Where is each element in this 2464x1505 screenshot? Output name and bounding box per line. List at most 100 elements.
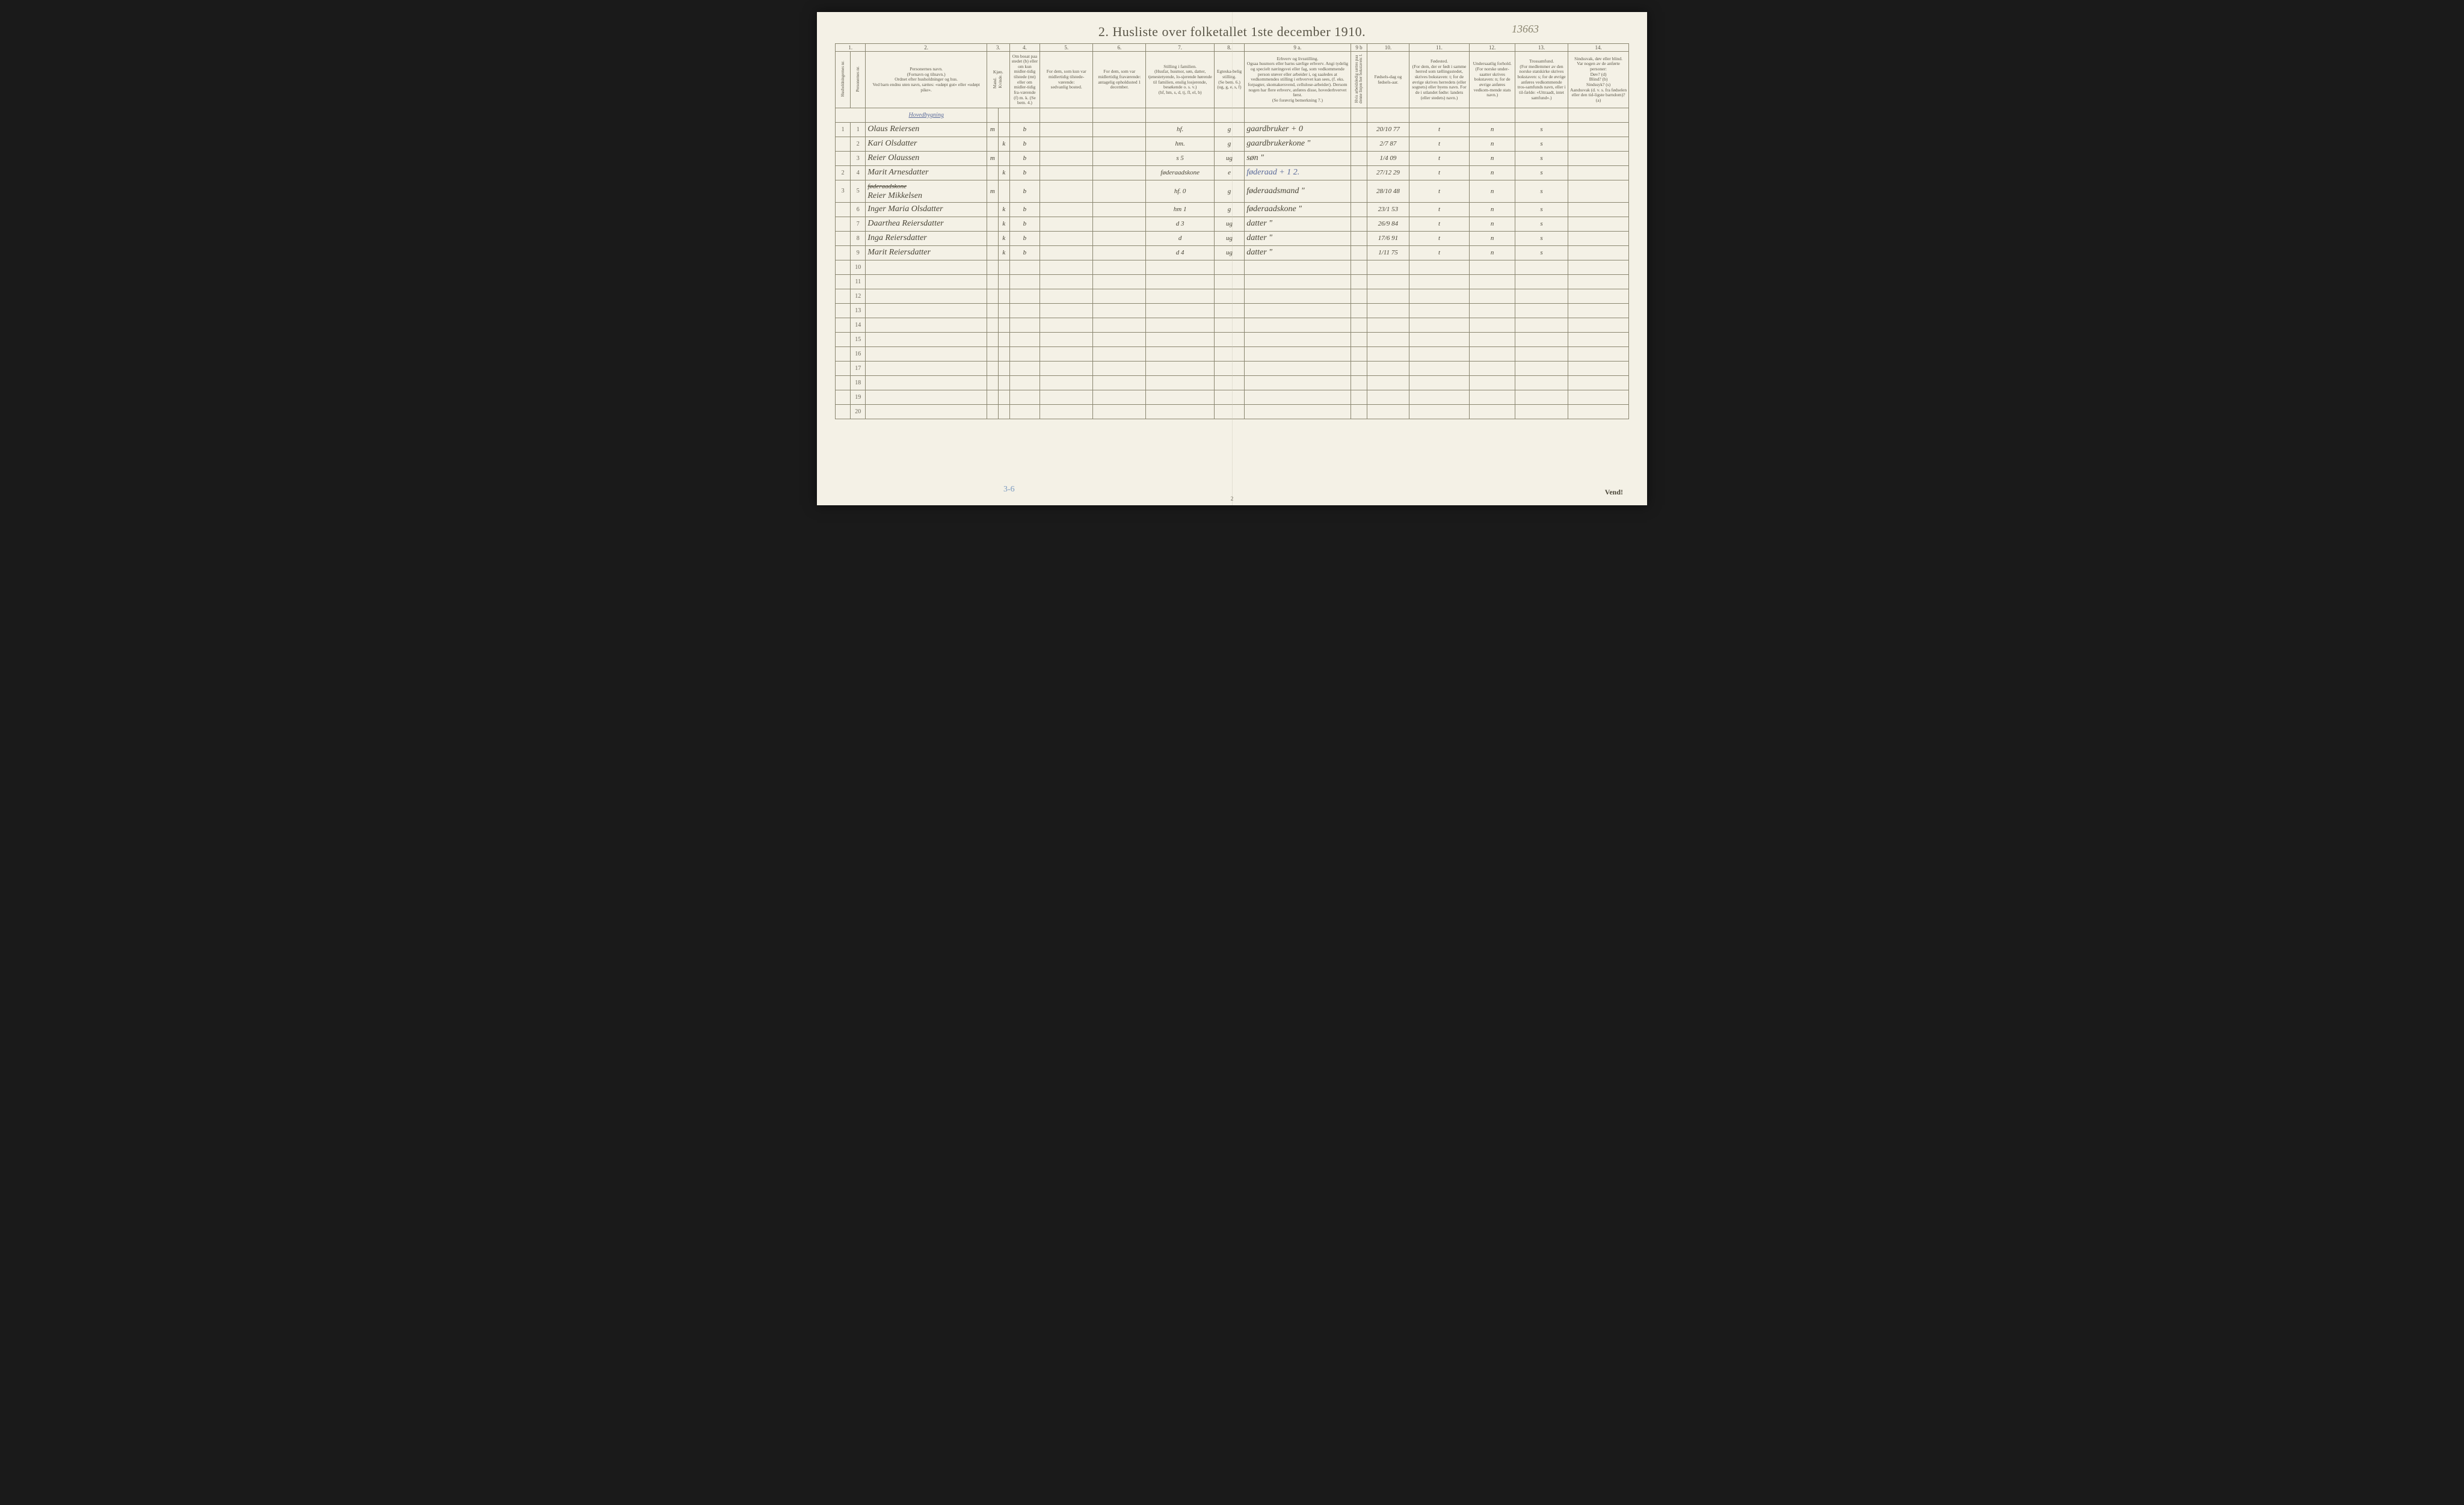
cell-c14: [1568, 151, 1629, 165]
table-row: 6Inger Maria Olsdatterkbhm 1gføderaadsko…: [836, 202, 1629, 217]
cell-c9b: [1351, 231, 1367, 245]
col-header: Trossamfund.(For medlemmer av den norske…: [1515, 52, 1568, 108]
cell-egt: g: [1214, 202, 1244, 217]
cell-under: n: [1470, 217, 1515, 231]
cell-name: Olaus Reiersen: [866, 122, 987, 137]
table-row-empty: 16: [836, 346, 1629, 361]
cell-hnr: [836, 245, 851, 260]
cell-under: n: [1470, 137, 1515, 151]
col-header: Undersaatlig forhold.(For norske under-s…: [1470, 52, 1515, 108]
table-row-empty: 13: [836, 303, 1629, 318]
col-number: 14.: [1568, 44, 1629, 52]
cell-hnr: 2: [836, 165, 851, 180]
cell-pnr: 3: [851, 151, 866, 165]
cell-stilling: d 3: [1146, 217, 1214, 231]
cell-erhverv: føderaadsmand ": [1245, 180, 1351, 202]
cell-c5: [1040, 122, 1093, 137]
cell-sex_k: k: [998, 231, 1009, 245]
cell-name: Inger Maria Olsdatter: [866, 202, 987, 217]
cell-egt: g: [1214, 180, 1244, 202]
cell-fodsel: 28/10 48: [1367, 180, 1409, 202]
cell-sex_k: [998, 180, 1009, 202]
cell-fodested: t: [1409, 217, 1470, 231]
row-number: 12: [851, 289, 866, 303]
cell-sex_m: [987, 231, 998, 245]
cell-sex_k: k: [998, 165, 1009, 180]
cell-c9b: [1351, 217, 1367, 231]
table-row-empty: 14: [836, 318, 1629, 332]
cell-bosat: b: [1009, 180, 1040, 202]
table-row: 3Reier Olaussenmbs 5ugsøn "1/4 09tns: [836, 151, 1629, 165]
cell-c9b: [1351, 165, 1367, 180]
cell-name: føderaadskoneReier Mikkelsen: [866, 180, 987, 202]
cell-egt: ug: [1214, 245, 1244, 260]
col-number: 7.: [1146, 44, 1214, 52]
cell-tros: s: [1515, 202, 1568, 217]
cell-erhverv: datter ": [1245, 217, 1351, 231]
cell-hnr: 1: [836, 122, 851, 137]
cell-stilling: hf. 0: [1146, 180, 1214, 202]
table-row: 8Inga Reiersdatterkbdugdatter "17/6 91tn…: [836, 231, 1629, 245]
cell-c5: [1040, 245, 1093, 260]
col-number: 13.: [1515, 44, 1568, 52]
vend-note: Vend!: [1605, 488, 1623, 497]
cell-c6: [1093, 180, 1146, 202]
cell-under: n: [1470, 122, 1515, 137]
table-row: 9Marit Reiersdatterkbd 4ugdatter "1/11 7…: [836, 245, 1629, 260]
cell-c14: [1568, 202, 1629, 217]
cell-c9b: [1351, 245, 1367, 260]
cell-erhverv: datter ": [1245, 245, 1351, 260]
table-row: 11Olaus Reiersenmbhf.ggaardbruker + 020/…: [836, 122, 1629, 137]
cell-under: n: [1470, 202, 1515, 217]
cell-fodested: t: [1409, 231, 1470, 245]
census-page: 13663 2. Husliste over folketallet 1ste …: [817, 12, 1647, 505]
cell-fodested: t: [1409, 245, 1470, 260]
col-number: 9 a.: [1245, 44, 1351, 52]
cell-erhverv: søn ": [1245, 151, 1351, 165]
cell-bosat: b: [1009, 202, 1040, 217]
col-header: Husholdningernes nr.: [836, 52, 851, 108]
col-header: Fødested.(For dem, der er født i samme h…: [1409, 52, 1470, 108]
pencil-id: 13663: [1512, 23, 1539, 35]
cell-sex_m: [987, 217, 998, 231]
table-body: Hovedbygning11Olaus Reiersenmbhf.ggaardb…: [836, 108, 1629, 419]
cell-sex_m: [987, 245, 998, 260]
cell-c14: [1568, 122, 1629, 137]
cell-pnr: 1: [851, 122, 866, 137]
cell-c14: [1568, 217, 1629, 231]
cell-hnr: [836, 217, 851, 231]
cell-sex_k: k: [998, 137, 1009, 151]
cell-tros: s: [1515, 180, 1568, 202]
cell-pnr: 8: [851, 231, 866, 245]
table-row: 35føderaadskoneReier Mikkelsenmbhf. 0gfø…: [836, 180, 1629, 202]
table-row: 2Kari Olsdatterkbhm.ggaardbrukerkone "2/…: [836, 137, 1629, 151]
cell-fodsel: 1/11 75: [1367, 245, 1409, 260]
cell-c6: [1093, 122, 1146, 137]
row-number: 15: [851, 332, 866, 346]
cell-egt: g: [1214, 122, 1244, 137]
table-row-empty: 17: [836, 361, 1629, 375]
col-header: For dem, som kun var midlertidig tilsted…: [1040, 52, 1093, 108]
cell-pnr: 9: [851, 245, 866, 260]
row-number: 13: [851, 303, 866, 318]
col-header: Om bosat paa stedet (b) eller om kun mid…: [1009, 52, 1040, 108]
page-title: 2. Husliste over folketallet 1ste decemb…: [835, 24, 1629, 40]
cell-c9b: [1351, 137, 1367, 151]
column-number-row: 1.2.3.4.5.6.7.8.9 a.9 b10.11.12.13.14.: [836, 44, 1629, 52]
cell-c5: [1040, 180, 1093, 202]
cell-stilling: hm 1: [1146, 202, 1214, 217]
cell-c6: [1093, 165, 1146, 180]
cell-c5: [1040, 202, 1093, 217]
cell-c6: [1093, 137, 1146, 151]
cell-c5: [1040, 137, 1093, 151]
cell-c9b: [1351, 151, 1367, 165]
col-header: Fødsels-dag og fødsels-aar.: [1367, 52, 1409, 108]
row-number: 16: [851, 346, 866, 361]
col-header: Stilling i familien.(Husfar, husmor, søn…: [1146, 52, 1214, 108]
col-number: 2.: [866, 44, 987, 52]
col-number: 10.: [1367, 44, 1409, 52]
cell-bosat: b: [1009, 231, 1040, 245]
cell-under: n: [1470, 165, 1515, 180]
cell-fodsel: 17/6 91: [1367, 231, 1409, 245]
cell-fodsel: 27/12 29: [1367, 165, 1409, 180]
